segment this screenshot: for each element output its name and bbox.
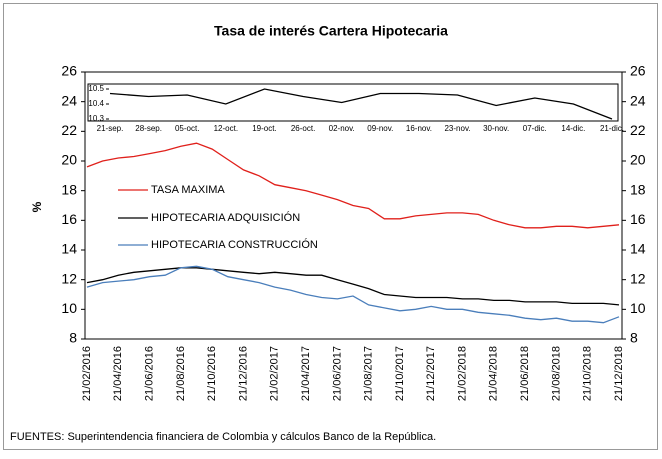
plot-area	[84, 71, 623, 340]
series-line	[86, 267, 620, 306]
y2-tick-label: 8	[630, 330, 638, 346]
series-line	[86, 265, 620, 324]
x-tick-label: 21/06/2017	[331, 346, 343, 401]
y-tick-label: 16	[61, 211, 77, 227]
y2-tick-label: 12	[630, 270, 646, 286]
inset-x-tick-label: 05-oct.	[175, 124, 199, 133]
y-tick-label: 8	[69, 330, 77, 346]
y2-tick-label: 20	[630, 152, 646, 168]
x-tick-label: 21/04/2018	[488, 346, 500, 401]
y-tick-label: 12	[61, 270, 77, 286]
y-tick-label: 22	[61, 122, 77, 138]
series-line	[86, 142, 620, 229]
legend-label: HIPOTECARIA ADQUISICIÓN	[151, 211, 300, 224]
y2-tick-label: 24	[630, 92, 646, 108]
y2-tick-label: 22	[630, 122, 646, 138]
x-tick-label: 21/10/2018	[582, 346, 594, 401]
inset-x-tick-label: 30-nov.	[483, 124, 509, 133]
legend-label: HIPOTECARIA CONSTRUCCIÓN	[151, 238, 318, 251]
x-tick-label: 21/12/2017	[425, 346, 437, 401]
inset-x-tick-label: 16-nov.	[406, 124, 432, 133]
inset-y-tick-label: 10.3	[88, 114, 104, 123]
inset-x-tick-label: 26-oct.	[291, 124, 315, 133]
y2-tick-label: 16	[630, 211, 646, 227]
y-tick-label: 10	[61, 300, 77, 316]
x-tick-label: 21/08/2018	[550, 346, 562, 401]
x-tick-label: 21/10/2017	[394, 346, 406, 401]
x-tick-label: 21/04/2016	[112, 346, 124, 401]
inset-x-tick-label: 23-nov.	[444, 124, 470, 133]
inset-y-tick-label: 10.5	[88, 84, 104, 93]
y-tick-label: 24	[61, 92, 77, 108]
legend-label: TASA MAXIMA	[151, 184, 225, 196]
x-tick-label: 21/04/2017	[300, 346, 312, 401]
x-tick-label: 21/02/2016	[81, 346, 93, 401]
x-tick-label: 21/12/2016	[237, 346, 249, 401]
inset-box	[87, 83, 619, 122]
x-tick-label: 21/02/2018	[456, 346, 468, 401]
y2-tick-label: 14	[630, 241, 646, 257]
y-axis-label: %	[30, 201, 44, 212]
inset-x-tick-label: 28-sep.	[135, 124, 162, 133]
x-tick-label: 21/06/2018	[519, 346, 531, 401]
series-line	[109, 88, 613, 120]
inset-y-tick-label: 10.4	[88, 99, 104, 108]
inset-x-tick-label: 19-oct.	[252, 124, 276, 133]
inset-x-tick-label: 02-nov.	[329, 124, 355, 133]
y2-tick-label: 10	[630, 300, 646, 316]
y2-tick-label: 26	[630, 63, 646, 79]
y-tick-label: 26	[61, 63, 77, 79]
x-tick-label: 21/12/2018	[613, 346, 625, 401]
inset-x-tick-label: 14-dic.	[561, 124, 585, 133]
inset-x-tick-label: 07-dic.	[523, 124, 547, 133]
source-note: FUENTES: Superintendencia financiera de …	[10, 431, 436, 443]
y2-tick-label: 18	[630, 181, 646, 197]
y-tick-label: 18	[61, 181, 77, 197]
x-tick-label: 21/06/2016	[143, 346, 155, 401]
x-tick-label: 21/08/2017	[363, 346, 375, 401]
y-tick-label: 20	[61, 152, 77, 168]
x-tick-label: 21/08/2016	[175, 346, 187, 401]
inset-x-tick-label: 12-oct.	[214, 124, 238, 133]
chart-title: Tasa de interés Cartera Hipotecaria	[214, 23, 448, 39]
inset-x-tick-label: 09-nov.	[367, 124, 393, 133]
x-tick-label: 21/02/2017	[269, 346, 281, 401]
inset-x-tick-label: 21-sep.	[97, 124, 124, 133]
x-tick-label: 21/10/2016	[206, 346, 218, 401]
y-tick-label: 14	[61, 241, 77, 257]
inset-x-tick-label: 21-dic.	[600, 124, 624, 133]
